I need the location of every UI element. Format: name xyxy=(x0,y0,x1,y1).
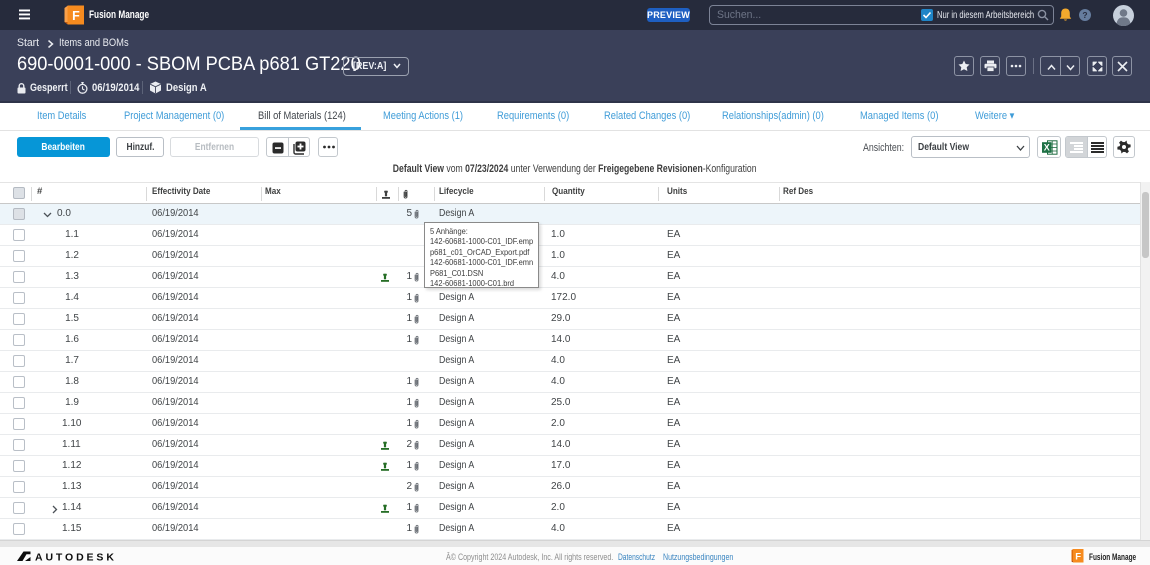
svg-text:X: X xyxy=(1044,143,1050,153)
svg-text:F: F xyxy=(72,9,80,23)
svg-text:AUTODESK: AUTODESK xyxy=(35,552,115,563)
svg-text:?: ? xyxy=(1082,10,1087,20)
svg-text:F: F xyxy=(1075,552,1081,563)
